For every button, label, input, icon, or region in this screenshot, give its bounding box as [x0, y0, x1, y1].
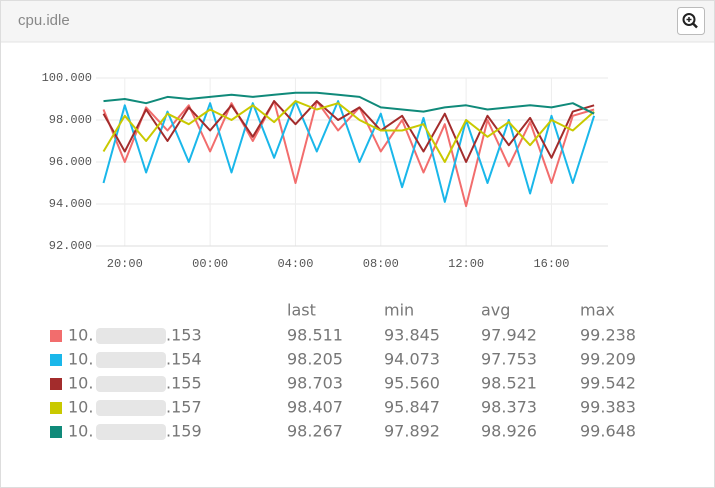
blurred-host	[96, 376, 166, 392]
blurred-host	[96, 328, 166, 344]
stat-cell: 97.753	[481, 350, 537, 369]
stat-cell: 98.373	[481, 398, 537, 417]
stat-cell: 95.847	[384, 398, 440, 417]
host-suffix: .153	[166, 326, 202, 345]
y-tick-label: 94.000	[49, 197, 92, 211]
x-tick-label: 12:00	[448, 257, 484, 271]
host-suffix: .157	[166, 398, 202, 417]
column-header: avg	[481, 301, 510, 320]
series-line	[102, 100, 595, 208]
host-prefix: 10.	[68, 374, 93, 393]
stat-cell: 99.542	[580, 374, 636, 393]
stat-cell: 98.521	[481, 374, 537, 393]
legend-swatch	[50, 378, 62, 390]
host-prefix: 10.	[68, 326, 93, 345]
stat-cell: 94.073	[384, 350, 440, 369]
x-tick-label: 04:00	[277, 257, 313, 271]
series-line	[102, 100, 596, 203]
stat-cell: 99.383	[580, 398, 636, 417]
stat-cell: 93.845	[384, 326, 440, 345]
x-tick-label: 16:00	[533, 257, 569, 271]
y-tick-label: 98.000	[49, 113, 92, 127]
stat-cell: 98.205	[287, 350, 343, 369]
y-tick-label: 96.000	[49, 155, 92, 169]
stat-cell: 99.648	[580, 422, 636, 441]
blurred-host	[96, 400, 166, 416]
stat-cell: 97.942	[481, 326, 537, 345]
column-header: max	[580, 301, 615, 320]
host-prefix: 10.	[68, 350, 93, 369]
panel-header	[1, 1, 714, 42]
host-suffix: .155	[166, 374, 202, 393]
stat-cell: 98.267	[287, 422, 343, 441]
column-header: min	[384, 301, 414, 320]
blurred-host	[96, 352, 166, 368]
stat-cell: 99.238	[580, 326, 636, 345]
stat-cell: 98.926	[481, 422, 537, 441]
legend-swatch	[50, 402, 62, 414]
stat-cell: 95.560	[384, 374, 440, 393]
host-prefix: 10.	[68, 398, 93, 417]
host-prefix: 10.	[68, 422, 93, 441]
y-tick-label: 92.000	[49, 239, 92, 253]
series-line	[102, 100, 595, 163]
panel-title: cpu.idle	[18, 12, 70, 29]
host-suffix: .154	[166, 350, 202, 369]
legend-swatch	[50, 426, 62, 438]
stat-cell: 98.511	[287, 326, 343, 345]
blurred-host	[96, 424, 166, 440]
stat-cell: 99.209	[580, 350, 636, 369]
column-header: last	[287, 301, 316, 320]
x-tick-label: 08:00	[363, 257, 399, 271]
stat-cell: 98.703	[287, 374, 343, 393]
x-tick-label: 00:00	[192, 257, 228, 271]
y-tick-label: 100.000	[42, 71, 92, 85]
series-line	[103, 91, 595, 115]
zoom-button[interactable]	[677, 7, 705, 35]
series-line	[102, 100, 595, 163]
host-suffix: .159	[166, 422, 202, 441]
stat-cell: 98.407	[287, 398, 343, 417]
legend-swatch	[50, 354, 62, 366]
x-tick-label: 20:00	[107, 257, 143, 271]
stat-cell: 97.892	[384, 422, 440, 441]
legend-swatch	[50, 330, 62, 342]
